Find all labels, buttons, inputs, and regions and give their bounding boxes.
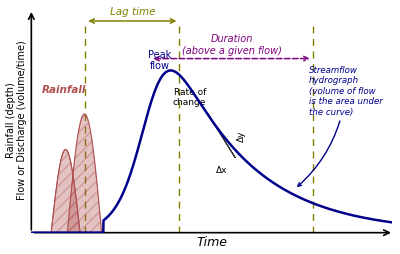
Text: Duration
(above a given flow): Duration (above a given flow): [182, 34, 282, 55]
Text: Lag time: Lag time: [110, 7, 155, 17]
Y-axis label: Rainfall (depth)
Flow or Discharge (volume/time): Rainfall (depth) Flow or Discharge (volu…: [6, 40, 27, 199]
Text: Peak
flow: Peak flow: [148, 50, 171, 71]
Text: Streamflow
hydrograph
(volume of flow
is the area under
the curve): Streamflow hydrograph (volume of flow is…: [298, 66, 383, 186]
Text: Δy: Δy: [237, 131, 246, 142]
Text: Δx: Δx: [216, 166, 227, 175]
Text: Rainfall: Rainfall: [42, 85, 86, 95]
X-axis label: Time: Time: [196, 235, 227, 248]
Text: Rate of
change: Rate of change: [173, 87, 206, 107]
